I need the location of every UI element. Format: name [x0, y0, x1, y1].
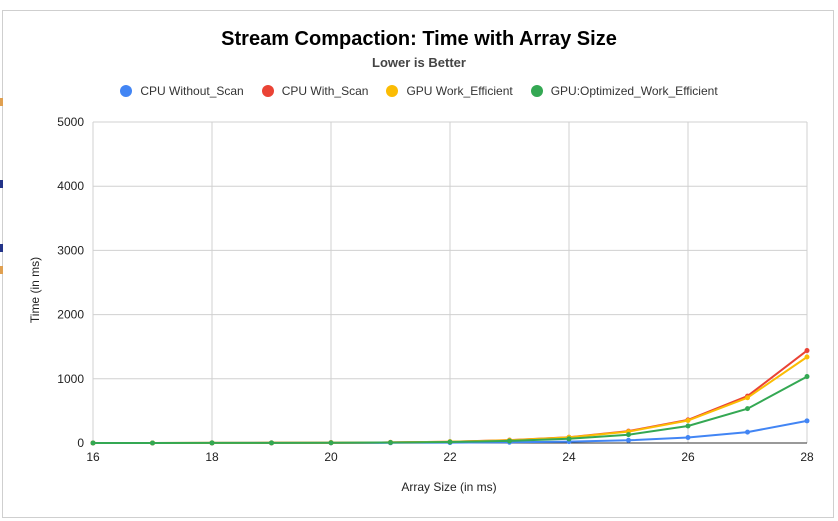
data-point	[804, 348, 810, 354]
data-point	[447, 439, 453, 445]
x-axis-label: Array Size (in ms)	[401, 480, 497, 494]
data-point	[685, 423, 691, 429]
data-point	[566, 436, 572, 442]
data-point	[745, 429, 750, 435]
legend-item[interactable]: GPU Work_Efficient	[386, 84, 513, 98]
x-tick-label: 20	[324, 450, 338, 464]
data-point	[804, 374, 810, 380]
x-tick-label: 24	[562, 450, 576, 464]
data-point	[685, 418, 691, 424]
data-point	[269, 440, 274, 446]
data-point	[804, 354, 810, 360]
data-point	[804, 418, 810, 424]
data-point	[745, 406, 750, 412]
edge-mark	[0, 266, 3, 274]
x-tick-label: 16	[86, 450, 100, 464]
y-tick-label: 1000	[57, 372, 84, 386]
legend-item[interactable]: GPU:Optimized_Work_Efficient	[530, 84, 718, 98]
y-axis-label: Time (in ms)	[28, 256, 42, 324]
x-tick-label: 26	[681, 450, 695, 464]
legend-label: GPU Work_Efficient	[406, 84, 513, 98]
chart-subtitle: Lower is Better	[372, 55, 466, 70]
data-point	[388, 439, 393, 445]
data-point	[90, 440, 96, 446]
legend-dot	[386, 85, 399, 97]
legend: CPU Without_Scan CPU With_Scan GPU Work_…	[0, 84, 838, 98]
data-point	[745, 395, 750, 401]
y-tick-label: 3000	[57, 243, 84, 257]
y-tick-label: 4000	[57, 179, 84, 193]
data-point	[209, 440, 215, 446]
data-point	[626, 437, 631, 443]
legend-item[interactable]: CPU With_Scan	[261, 84, 369, 98]
data-point	[626, 432, 631, 438]
legend-label: CPU Without_Scan	[140, 84, 244, 98]
y-tick-label: 5000	[57, 115, 84, 129]
edge-mark	[0, 98, 3, 106]
x-tick-label: 28	[800, 450, 814, 464]
data-point	[685, 435, 691, 441]
legend-dot	[530, 85, 543, 97]
y-tick-label: 2000	[57, 308, 84, 322]
legend-label: CPU With_Scan	[281, 84, 369, 98]
edge-mark	[0, 180, 3, 188]
legend-dot	[261, 85, 274, 97]
edge-mark	[0, 244, 3, 252]
legend-item[interactable]: CPU Without_Scan	[120, 84, 244, 98]
x-tick-label: 18	[205, 450, 219, 464]
chart-frame	[2, 10, 834, 518]
legend-label: GPU:Optimized_Work_Efficient	[550, 84, 718, 98]
x-tick-label: 22	[443, 450, 457, 464]
data-point	[150, 440, 155, 446]
data-point	[328, 440, 334, 446]
y-tick-label: 0	[77, 436, 84, 450]
chart-title: Stream Compaction: Time with Array Size	[221, 28, 617, 50]
data-point	[507, 438, 512, 444]
legend-dot	[120, 85, 133, 97]
